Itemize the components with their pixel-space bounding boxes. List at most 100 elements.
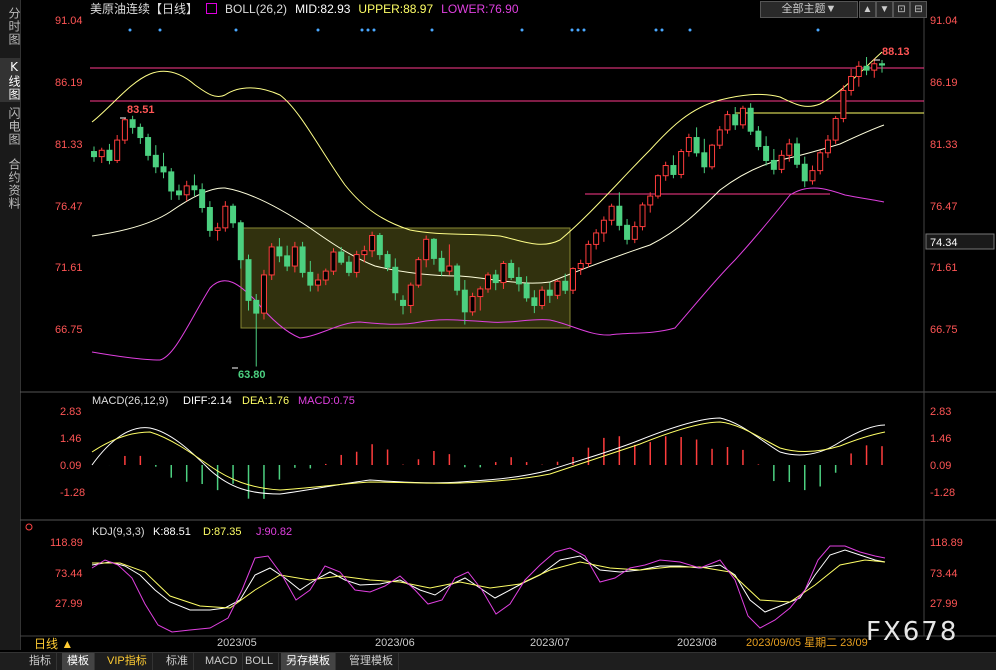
tool-boll[interactable]: BOLL	[240, 653, 280, 670]
candle-body	[508, 262, 515, 278]
candle-body	[392, 266, 399, 294]
price-tick: 66.75	[930, 324, 958, 336]
annotation-high-left: 83.51	[127, 104, 155, 116]
kdj-k: K:88.51	[153, 526, 191, 538]
candle-body	[160, 166, 167, 173]
kdj-label: KDJ(9,3,3)	[92, 526, 145, 538]
price-tick: 91.04	[930, 15, 958, 27]
price-axis-right: 91.04 86.19 81.33 76.47 71.61 66.75	[930, 15, 958, 336]
boll-mid: MID:82.93	[295, 2, 351, 16]
price-tick: 76.47	[55, 201, 83, 213]
candle-body	[631, 226, 638, 240]
candle-body	[624, 224, 631, 240]
signal-markers	[128, 28, 820, 32]
indicator-color-icon	[206, 3, 218, 14]
annotation-high-right: 88.13	[882, 46, 910, 58]
kdj-d: D:87.35	[203, 526, 242, 538]
layout-icon[interactable]: ⊡	[893, 1, 910, 18]
side-tab-flash[interactable]: 闪电图	[7, 106, 21, 146]
candle-body	[461, 289, 468, 313]
macd-tick: 1.46	[60, 433, 81, 445]
scroll-up-icon[interactable]: ▲	[859, 1, 876, 18]
macd-diff-line	[91, 417, 886, 495]
price-tick: 91.04	[55, 15, 83, 27]
tool-standard[interactable]: 标准	[161, 653, 194, 670]
x-tick: 2023/06	[375, 637, 415, 649]
candle-body	[654, 175, 661, 197]
kdj-tick: 27.99	[55, 598, 83, 610]
candle-body	[593, 232, 600, 245]
candle-body	[824, 139, 831, 154]
candle-body	[369, 234, 376, 252]
price-tick: 71.61	[55, 262, 83, 274]
price-tick: 81.33	[930, 139, 958, 151]
price-tick: 71.61	[930, 262, 958, 274]
theme-select[interactable]: 全部主题▼	[760, 1, 858, 18]
tool-macd[interactable]: MACD	[200, 653, 244, 670]
tool-vip-indicator[interactable]: VIP指标	[102, 653, 153, 670]
candle-body	[114, 139, 121, 161]
candle-body	[763, 145, 770, 161]
candle-body	[879, 63, 885, 66]
candle-body	[863, 65, 870, 71]
candle-body	[423, 238, 430, 261]
side-tab-kline[interactable]: K线图	[0, 58, 21, 102]
candle-body	[546, 289, 553, 296]
candle-body	[840, 89, 847, 119]
price-tick: 86.19	[930, 77, 958, 89]
macd-tick: 0.09	[60, 460, 81, 472]
candle-body	[832, 117, 839, 141]
candlestick-series	[91, 57, 885, 367]
kdj-j-line	[91, 545, 886, 633]
watermark-logo: FX678	[866, 617, 959, 647]
chart-canvas[interactable]: 83.51 63.80 88.13 91.04 86.19 81.33 76.4…	[0, 0, 996, 650]
x-tick: 2023/07	[530, 637, 570, 649]
tool-indicator[interactable]: 指标	[24, 653, 57, 670]
side-tab-contract-info[interactable]: 合约资料	[7, 158, 21, 210]
kdj-k-line	[91, 549, 886, 613]
side-tab-timeshare[interactable]: 分时图	[7, 6, 21, 46]
chart-header: 美原油连续【日线】 BOLL(26,2) MID:82.93 UPPER:88.97 L…	[90, 0, 920, 18]
scroll-down-icon[interactable]: ▼	[876, 1, 893, 18]
candle-body	[871, 63, 878, 71]
kdj-tick: 118.89	[930, 537, 963, 549]
macd-value: MACD:0.75	[298, 395, 355, 407]
macd-label: MACD(26,12,9)	[92, 395, 168, 407]
candle-body	[755, 130, 762, 147]
tool-save-template[interactable]: 另存模板	[281, 653, 336, 670]
x-axis: 2023/05 2023/06 2023/07 2023/08	[217, 637, 717, 649]
candle-body	[384, 254, 391, 268]
minimize-icon[interactable]: ⊟	[910, 1, 927, 18]
candle-body	[709, 144, 716, 168]
candle-body	[778, 154, 785, 170]
candle-body	[137, 126, 144, 139]
macd-dea: DEA:1.76	[242, 395, 289, 407]
side-tab-bar: 分时图 K线图 闪电图 合约资料	[0, 0, 21, 650]
candle-body	[477, 288, 484, 298]
kdj-d-line	[92, 559, 886, 609]
macd-dea-line	[91, 421, 886, 491]
candle-body	[724, 114, 731, 131]
candle-body	[500, 262, 507, 284]
candle-body	[361, 250, 368, 256]
boll-lower-line	[91, 187, 885, 361]
price-tick: 66.75	[55, 324, 83, 336]
candle-body	[183, 185, 190, 196]
tool-manage-template[interactable]: 管理模板	[344, 653, 399, 670]
cursor-date: 2023/09/05 星期二 23/09	[746, 636, 868, 649]
boll-lower: LOWER:76.90	[441, 2, 519, 16]
candle-body	[276, 246, 283, 257]
macd-tick: 2.83	[60, 406, 81, 418]
period-selector[interactable]: 日线 ▲	[34, 637, 73, 650]
candle-body	[770, 159, 777, 170]
tool-template[interactable]: 模板	[62, 653, 95, 670]
kdj-tick: 73.44	[55, 568, 83, 580]
candle-body	[168, 171, 175, 192]
candle-body	[307, 271, 314, 286]
candle-body	[400, 299, 407, 306]
current-price: 74.34	[930, 237, 958, 249]
candle-body	[485, 274, 491, 290]
macd-axis: 2.83 1.46 0.09 -1.28 2.83 1.46 0.09 -1.2…	[60, 406, 955, 499]
candle-body	[353, 254, 360, 273]
kdj-settings-icon[interactable]	[25, 523, 33, 531]
